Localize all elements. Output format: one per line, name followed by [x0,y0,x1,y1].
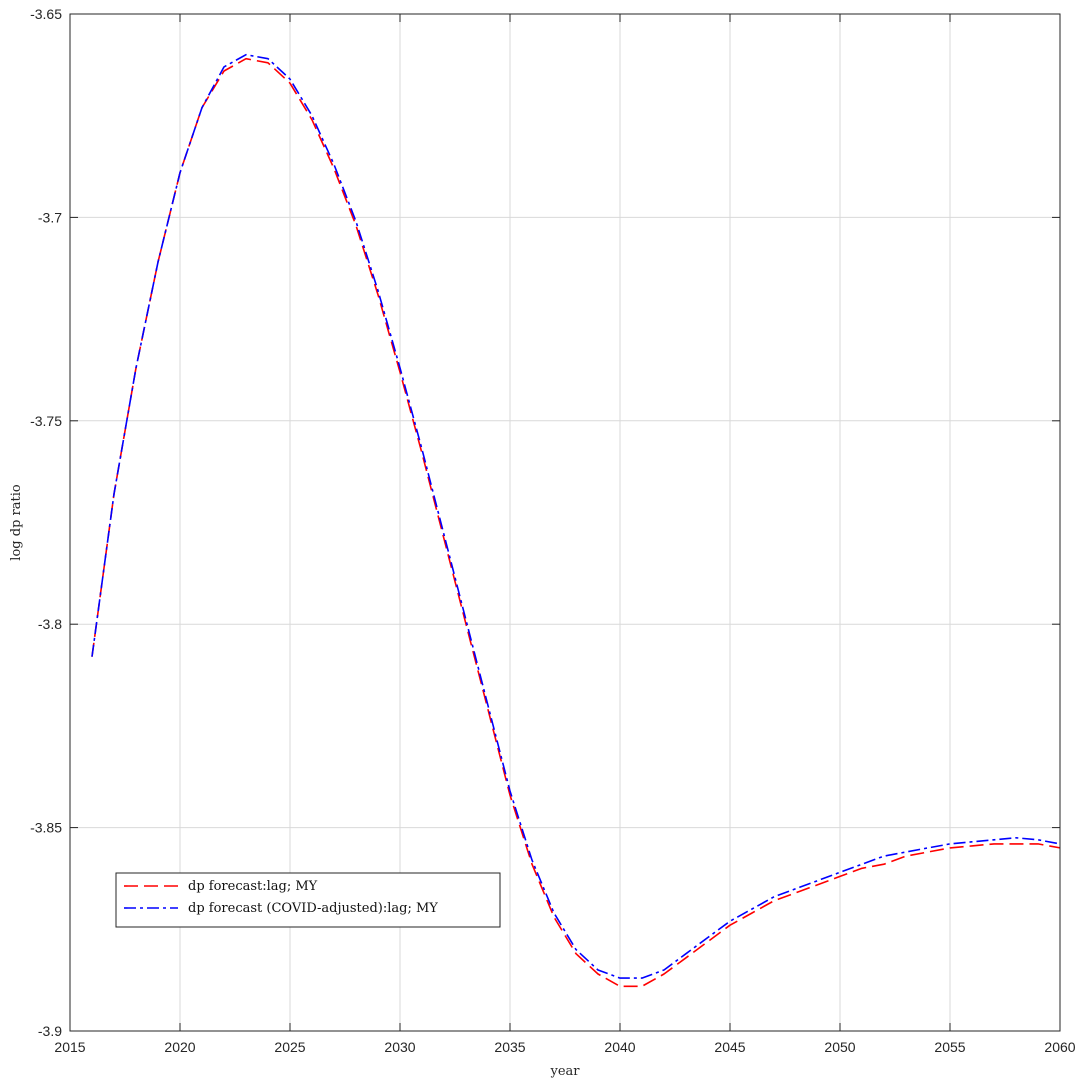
x-axis-label: year [549,1064,580,1079]
x-axis-ticks: 2015 2020 2025 2030 2035 2040 2045 2050 2055 2060 [54,14,1076,1055]
y-tick-label: -3.65 [30,6,62,22]
y-axis-ticks: -3.65 -3.7 -3.75 -3.8 -3.85 -3.9 [30,6,1060,1039]
series-layer [91,53,1061,988]
legend-label-series-1: dp forecast:lag; MY [188,879,318,894]
series-line-1 [91,57,1061,988]
x-tick-label: 2060 [1044,1039,1075,1055]
y-tick-label: -3.75 [30,413,62,429]
y-tick-label: -3.7 [38,209,62,225]
y-axis-label: log dp ratio [9,484,24,561]
plot-frame [69,13,1061,1032]
legend-box [115,872,501,928]
x-tick-label: 2035 [494,1039,525,1055]
x-tick-label: 2030 [384,1039,415,1055]
x-tick-label: 2020 [164,1039,195,1055]
legend-label-series-2: dp forecast (COVID-adjusted):lag; MY [188,901,438,916]
y-tick-label: -3.85 [30,820,62,836]
series-line-2 [91,53,1061,979]
y-tick-label: -3.9 [38,1023,62,1039]
x-tick-label: 2025 [274,1039,305,1055]
x-tick-label: 2055 [934,1039,965,1055]
x-tick-label: 2015 [54,1039,85,1055]
x-tick-label: 2040 [604,1039,635,1055]
x-tick-label: 2045 [714,1039,745,1055]
legend: dp forecast:lag; MY dp forecast (COVID-a… [115,872,501,928]
y-tick-label: -3.8 [38,616,62,632]
x-tick-label: 2050 [824,1039,855,1055]
